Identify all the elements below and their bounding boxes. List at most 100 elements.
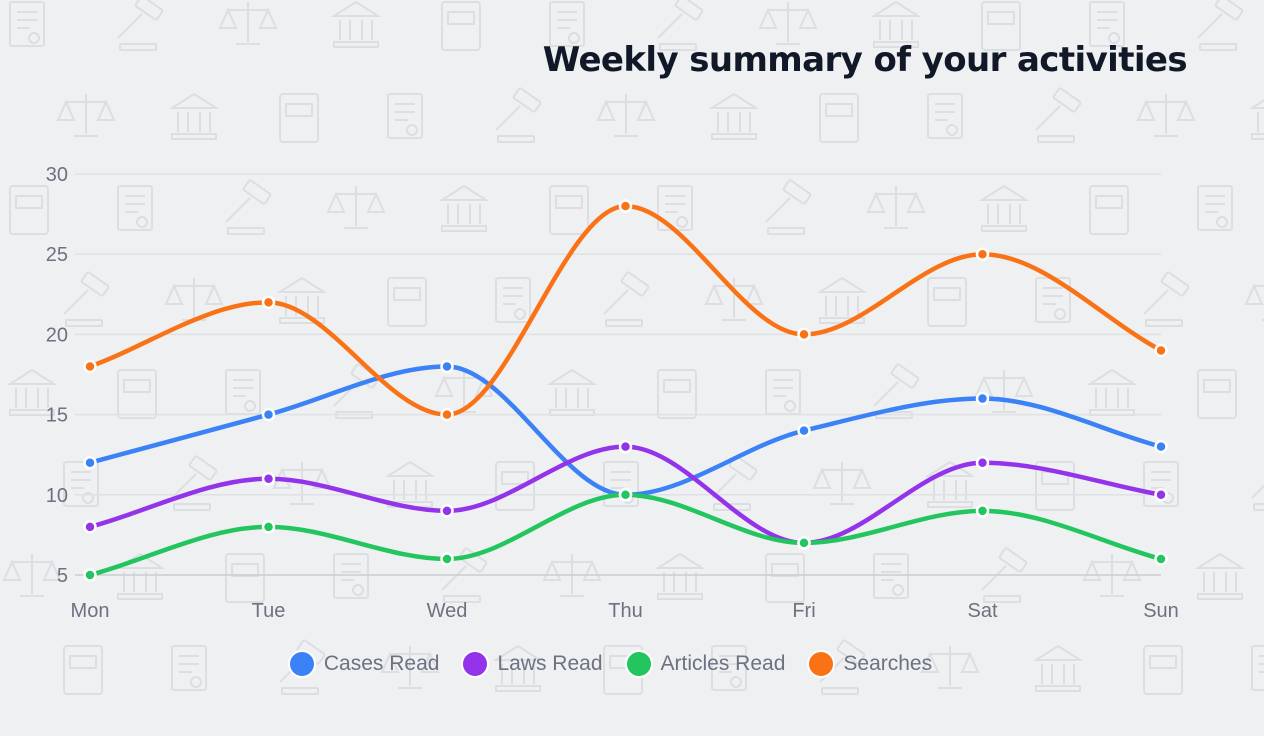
- data-point-articles-read[interactable]: [83, 568, 97, 582]
- data-point-laws-read[interactable]: [1154, 488, 1168, 502]
- background-decoration: [546, 368, 598, 416]
- grid-lines: [75, 173, 1161, 576]
- series-line-articles-read: [87, 492, 1164, 578]
- legend-item-articles-read[interactable]: Articles Read: [624, 650, 786, 678]
- data-point-articles-read[interactable]: [797, 536, 811, 550]
- background-decoration: [1248, 99, 1264, 140]
- background-decoration: [1035, 87, 1082, 143]
- data-point-articles-read[interactable]: [975, 504, 990, 518]
- data-point-searches[interactable]: [797, 327, 811, 342]
- legend-label: Articles Read: [660, 652, 786, 675]
- background-decoration: [2, 554, 62, 597]
- data-point-cases-read[interactable]: [440, 359, 454, 374]
- data-point-laws-read[interactable]: [261, 472, 276, 486]
- data-point-laws-read[interactable]: [618, 439, 633, 454]
- background-decoration: [1197, 369, 1237, 419]
- background-decoration: [1086, 368, 1138, 416]
- data-point-articles-read[interactable]: [440, 552, 454, 566]
- legend-swatch: [807, 650, 836, 678]
- background-decoration: [492, 644, 544, 692]
- background-decoration: [870, 0, 922, 48]
- data-point-cases-read[interactable]: [83, 455, 97, 470]
- legend-label: Searches: [843, 652, 933, 675]
- background-decoration: [1089, 185, 1129, 235]
- background-decoration: [765, 369, 801, 415]
- legend-item-cases-read[interactable]: Cases Read: [287, 650, 440, 678]
- data-point-articles-read[interactable]: [261, 520, 276, 534]
- legend-item-searches[interactable]: Searches: [807, 650, 932, 678]
- background-decoration: [225, 553, 265, 603]
- background-decoration: [495, 87, 542, 143]
- background-decoration: [708, 92, 760, 140]
- background-decoration: [225, 179, 272, 235]
- background-decoration: [549, 185, 589, 235]
- background-decoration: [276, 276, 328, 324]
- background-decoration: [333, 553, 369, 599]
- data-point-searches[interactable]: [261, 295, 276, 310]
- x-tick-label: Thu: [608, 600, 642, 622]
- data-point-cases-read[interactable]: [797, 423, 811, 438]
- background-decoration: [1197, 0, 1244, 51]
- data-point-cases-read[interactable]: [261, 407, 276, 422]
- y-tick-label: 25: [46, 244, 68, 266]
- background-decoration: [441, 1, 481, 51]
- data-point-articles-read[interactable]: [618, 488, 633, 502]
- data-point-cases-read[interactable]: [1154, 439, 1168, 454]
- data-point-searches[interactable]: [618, 199, 633, 213]
- data-point-laws-read[interactable]: [975, 455, 990, 470]
- background-decoration: [1197, 185, 1233, 231]
- background-decoration: [117, 0, 164, 51]
- series-line-searches: [87, 203, 1164, 417]
- series-lines: [87, 203, 1164, 578]
- x-tick-label: Sat: [967, 600, 997, 622]
- background-decoration: [1244, 283, 1264, 321]
- background-decoration: [1089, 1, 1125, 47]
- data-point-articles-read[interactable]: [1154, 552, 1168, 566]
- y-axis-ticks: 30 25 20 15 10 5: [46, 164, 68, 587]
- background-decoration: [542, 554, 602, 597]
- background-decoration: [279, 93, 319, 143]
- data-point-searches[interactable]: [1154, 343, 1168, 358]
- legend-label: Cases Read: [323, 652, 440, 675]
- background-decoration: [866, 186, 926, 229]
- background-decoration: [387, 93, 423, 139]
- background-decoration: [1194, 552, 1246, 600]
- background-decoration: [9, 185, 49, 235]
- background-decoration: [164, 278, 224, 321]
- data-point-cases-read[interactable]: [975, 391, 990, 406]
- background-decoration: [63, 461, 99, 507]
- background-decoration: [387, 277, 427, 327]
- background-decoration: [927, 277, 967, 327]
- background-decoration: [1143, 271, 1190, 327]
- data-point-searches[interactable]: [975, 247, 990, 261]
- background-decoration: [819, 93, 859, 143]
- x-tick-label: Tue: [252, 600, 286, 622]
- background-decoration: [981, 547, 1028, 603]
- background-decoration: [171, 645, 207, 691]
- legend-swatch: [287, 650, 316, 678]
- background-decoration: [56, 94, 116, 137]
- data-point-laws-read[interactable]: [440, 504, 454, 518]
- background-decoration: [63, 271, 110, 327]
- legend-label: Laws Read: [497, 652, 603, 675]
- legend-swatch: [461, 650, 490, 678]
- background-decoration: [1032, 644, 1084, 692]
- data-point-laws-read[interactable]: [83, 520, 97, 534]
- chart-title: Weekly summary of your activities: [542, 40, 1188, 80]
- background-decoration: [326, 186, 386, 229]
- y-tick-label: 5: [57, 565, 68, 587]
- series-line-cases-read: [87, 364, 1164, 498]
- legend-item-laws-read[interactable]: Laws Read: [461, 650, 603, 678]
- data-point-searches[interactable]: [83, 359, 97, 374]
- y-tick-label: 15: [46, 405, 68, 427]
- background-decoration: [873, 553, 909, 599]
- data-point-searches[interactable]: [440, 407, 454, 422]
- background-decoration: [927, 93, 963, 139]
- background-decoration: [117, 369, 157, 419]
- background-decoration: [63, 645, 103, 695]
- legend-swatch: [624, 650, 653, 678]
- background-decoration: [924, 460, 976, 508]
- background-decoration: [765, 553, 805, 603]
